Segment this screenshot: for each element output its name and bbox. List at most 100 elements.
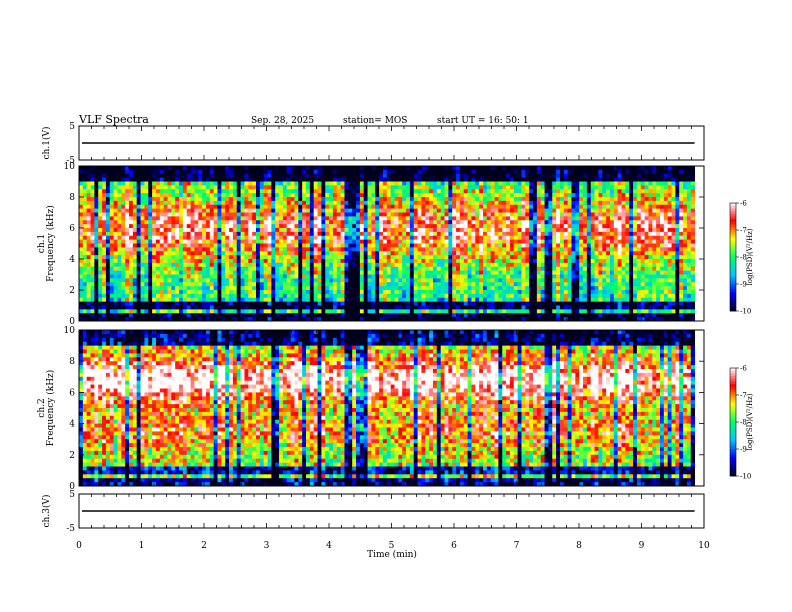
spectrogram-cell (394, 262, 399, 268)
spectrogram-cell (533, 301, 538, 306)
spectrogram-cell (109, 224, 115, 229)
spectrogram-cell (271, 305, 276, 310)
spectrogram-cell (217, 297, 222, 303)
spectrogram-cell (217, 282, 222, 287)
spectrogram-cell (282, 224, 288, 229)
spectrogram-cell (463, 309, 469, 314)
spectrogram-cell (533, 169, 538, 175)
spectrogram-cell (363, 197, 368, 202)
spectrogram-cell (252, 251, 257, 256)
spectrogram-cell (509, 189, 515, 194)
spectrogram-cell (217, 189, 222, 194)
spectrogram-cell (521, 216, 526, 221)
spectrogram-cell (467, 282, 472, 287)
spectrogram-cell (132, 216, 138, 221)
spectrogram-cell (417, 255, 422, 260)
spectrogram-cell (367, 305, 372, 310)
spectrogram-cell (279, 216, 284, 221)
spectrogram-cell (240, 301, 245, 306)
spectrogram-cell (509, 177, 515, 182)
spectrogram-cell (390, 309, 395, 314)
spectrogram-cell (121, 193, 126, 198)
spectrogram-cell (205, 259, 211, 264)
spectrogram-cell (429, 235, 434, 241)
spectrogram-cell (248, 313, 253, 318)
spectrogram-cell (332, 220, 338, 225)
spectrogram-cell (105, 278, 111, 283)
spectrogram-cell (467, 305, 472, 310)
spectrogram-cell (459, 270, 465, 275)
spectrogram-cell (171, 185, 176, 190)
spectrogram-cell (448, 197, 453, 202)
spectrogram-cell (432, 169, 438, 175)
spectrogram-cell (209, 297, 215, 303)
spectrogram-cell (421, 274, 426, 279)
spectrogram-cell (394, 189, 399, 194)
spectrogram-cell (205, 231, 211, 237)
spectrogram-cell (236, 193, 241, 198)
spectrogram-cell (486, 228, 492, 233)
spectrogram-cell (194, 251, 199, 256)
spectrogram-cell (113, 193, 118, 198)
spectrogram-cell (513, 189, 519, 194)
spectrogram-cell (363, 212, 368, 217)
spectrogram-cell (132, 193, 138, 198)
spectrogram-cell (198, 293, 203, 299)
spectrogram-cell (417, 247, 422, 252)
spectrogram-cell (359, 297, 365, 303)
spectrogram-cell (382, 286, 388, 291)
spectrogram-cell (236, 231, 241, 237)
spectrogram-cell (336, 204, 342, 210)
spectrogram-cell (298, 177, 303, 182)
spectrogram-cell (517, 313, 522, 318)
spectrogram-cell (498, 262, 503, 268)
spectrogram-cell (521, 228, 526, 233)
spectrogram-cell (332, 301, 338, 306)
spectrogram-cell (494, 181, 499, 186)
spectrogram-cell (167, 309, 172, 314)
spectrogram-cell (129, 247, 134, 252)
spectrogram-cell (86, 255, 91, 260)
spectrogram-cell (159, 259, 165, 264)
spectrogram-cell (479, 166, 484, 171)
spectrogram-cell (486, 239, 492, 244)
spectrogram-cell (506, 266, 511, 272)
spectrogram-cell (467, 293, 472, 299)
spectrogram-cell (356, 286, 361, 291)
spectrogram-cell (144, 228, 149, 233)
spectrogram-cell (194, 297, 199, 303)
spectrogram-cell (329, 189, 334, 194)
spectrogram-cell (344, 193, 349, 198)
spectrogram-cell (121, 177, 126, 182)
spectrogram-cell (90, 189, 95, 194)
spectrogram-cell (359, 259, 365, 264)
spectrogram-cell (533, 239, 538, 244)
spectrogram-cell (459, 204, 465, 210)
spectrogram-cell (406, 266, 411, 272)
spectrogram-cell (129, 235, 134, 241)
spectrogram-cell (163, 173, 168, 179)
spectrogram-cell (359, 262, 365, 268)
spectrogram-cell (155, 301, 161, 306)
spectrogram-cell (317, 301, 322, 306)
spectrogram-cell (202, 224, 207, 229)
spectrogram-cell (136, 181, 141, 186)
spectrogram-cell (125, 235, 130, 241)
spectrogram-cell (282, 301, 288, 306)
spectrogram-cell (363, 309, 368, 314)
spectrogram-cell (302, 266, 307, 272)
spectrogram-cell (425, 282, 430, 287)
spectrogram-cell (475, 169, 480, 175)
spectrogram-cell (194, 200, 199, 206)
spectrogram-cell (394, 317, 399, 322)
spectrogram-cell (344, 274, 349, 279)
spectrogram-cell (263, 185, 268, 190)
spectrogram-cell (232, 255, 238, 260)
spectrogram-cell (344, 177, 349, 182)
spectrogram-cell (306, 185, 311, 190)
spectrogram-cell (486, 247, 492, 252)
spectrogram-cell (136, 297, 141, 303)
spectrogram-cell (486, 286, 492, 291)
spectrogram-cell (113, 231, 118, 237)
spectrogram-cell (348, 228, 353, 233)
